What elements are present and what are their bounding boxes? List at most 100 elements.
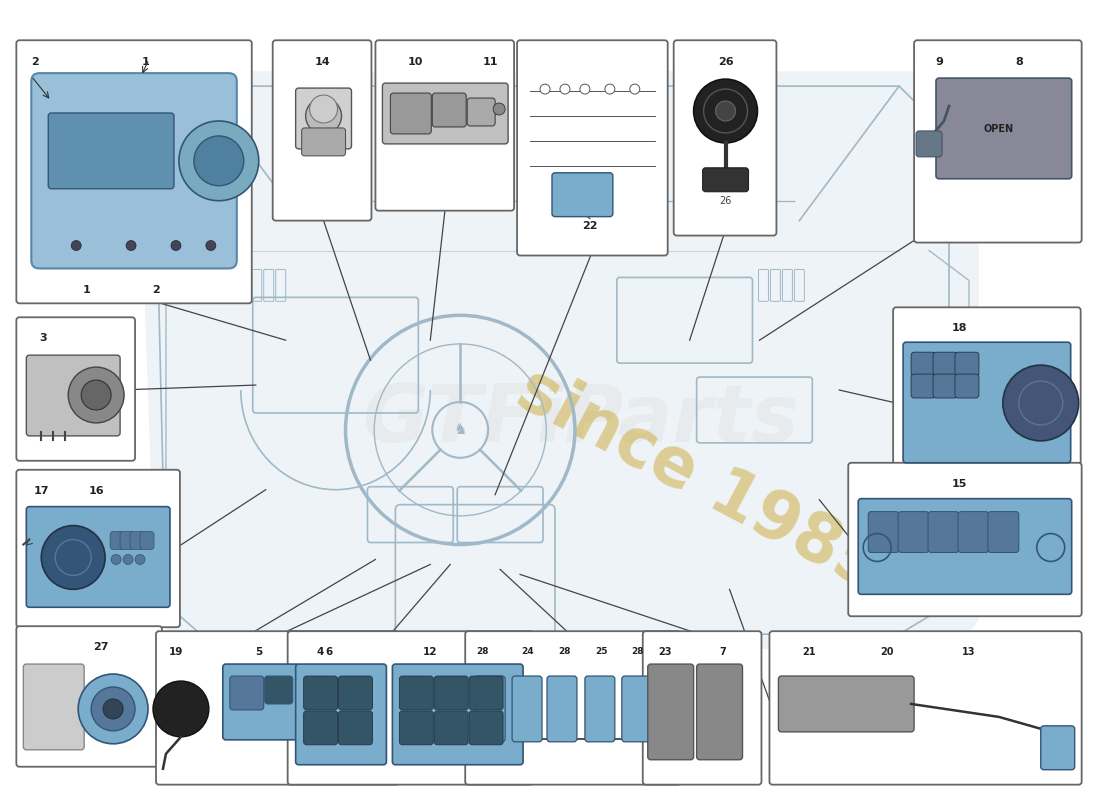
FancyBboxPatch shape	[933, 374, 957, 398]
Circle shape	[694, 79, 758, 143]
FancyBboxPatch shape	[848, 462, 1081, 616]
FancyBboxPatch shape	[16, 318, 135, 461]
FancyBboxPatch shape	[23, 664, 85, 750]
Text: 26: 26	[717, 57, 734, 67]
Text: 14: 14	[315, 57, 330, 67]
Circle shape	[306, 98, 341, 134]
Circle shape	[111, 554, 121, 565]
Text: 10: 10	[408, 57, 424, 67]
FancyBboxPatch shape	[26, 506, 170, 607]
FancyBboxPatch shape	[31, 73, 236, 269]
FancyBboxPatch shape	[399, 711, 433, 745]
Text: 28: 28	[559, 647, 571, 656]
FancyBboxPatch shape	[230, 676, 264, 710]
FancyBboxPatch shape	[911, 374, 935, 398]
FancyBboxPatch shape	[955, 374, 979, 398]
Text: 6: 6	[324, 647, 332, 657]
FancyBboxPatch shape	[893, 307, 1080, 488]
FancyBboxPatch shape	[1041, 726, 1075, 770]
Text: 25: 25	[595, 647, 608, 656]
FancyBboxPatch shape	[547, 676, 576, 742]
Circle shape	[194, 136, 244, 186]
FancyBboxPatch shape	[468, 98, 495, 126]
FancyBboxPatch shape	[304, 676, 338, 710]
FancyBboxPatch shape	[393, 664, 524, 765]
FancyBboxPatch shape	[475, 676, 505, 742]
Circle shape	[153, 681, 209, 737]
FancyBboxPatch shape	[703, 168, 748, 192]
Circle shape	[126, 241, 136, 250]
FancyBboxPatch shape	[898, 512, 929, 553]
Circle shape	[123, 554, 133, 565]
FancyBboxPatch shape	[273, 40, 372, 221]
Circle shape	[170, 241, 180, 250]
FancyBboxPatch shape	[16, 40, 252, 303]
Circle shape	[716, 101, 736, 121]
Polygon shape	[141, 71, 979, 649]
FancyBboxPatch shape	[936, 78, 1071, 178]
Circle shape	[206, 241, 216, 250]
FancyBboxPatch shape	[696, 664, 742, 760]
FancyBboxPatch shape	[26, 355, 120, 436]
FancyBboxPatch shape	[648, 664, 694, 760]
FancyBboxPatch shape	[928, 512, 959, 553]
Text: 20: 20	[880, 647, 894, 657]
Circle shape	[179, 121, 258, 201]
FancyBboxPatch shape	[769, 631, 1081, 785]
FancyBboxPatch shape	[434, 676, 469, 710]
Circle shape	[135, 554, 145, 565]
Text: 16: 16	[88, 486, 104, 496]
FancyBboxPatch shape	[140, 531, 154, 550]
Circle shape	[81, 380, 111, 410]
FancyBboxPatch shape	[339, 676, 373, 710]
FancyBboxPatch shape	[955, 352, 979, 376]
FancyBboxPatch shape	[585, 676, 615, 742]
Text: 2: 2	[31, 57, 40, 67]
FancyBboxPatch shape	[513, 676, 542, 742]
FancyBboxPatch shape	[933, 352, 957, 376]
Circle shape	[1003, 365, 1079, 441]
Text: GTFiParts: GTFiParts	[362, 381, 799, 459]
Circle shape	[605, 84, 615, 94]
Text: 2: 2	[152, 286, 160, 295]
Text: 7: 7	[719, 647, 726, 657]
FancyBboxPatch shape	[779, 676, 914, 732]
FancyBboxPatch shape	[903, 342, 1070, 462]
Circle shape	[493, 103, 505, 115]
Text: OPEN: OPEN	[983, 124, 1014, 134]
FancyBboxPatch shape	[296, 664, 386, 765]
FancyBboxPatch shape	[517, 40, 668, 255]
FancyBboxPatch shape	[858, 498, 1071, 594]
Text: 28: 28	[631, 647, 644, 656]
Text: 1: 1	[82, 286, 90, 295]
FancyBboxPatch shape	[301, 128, 345, 156]
FancyBboxPatch shape	[288, 631, 534, 785]
Circle shape	[42, 526, 106, 590]
Text: since 1985: since 1985	[506, 356, 893, 604]
Text: 11: 11	[483, 57, 498, 67]
FancyBboxPatch shape	[296, 88, 352, 149]
Text: 4: 4	[317, 647, 324, 657]
FancyBboxPatch shape	[390, 93, 431, 134]
Circle shape	[580, 84, 590, 94]
FancyBboxPatch shape	[642, 631, 761, 785]
Circle shape	[560, 84, 570, 94]
FancyBboxPatch shape	[48, 113, 174, 189]
Text: ♞: ♞	[453, 422, 468, 438]
Text: 8: 8	[1015, 57, 1023, 67]
FancyBboxPatch shape	[988, 512, 1019, 553]
FancyBboxPatch shape	[110, 531, 124, 550]
FancyBboxPatch shape	[552, 173, 613, 217]
Circle shape	[68, 367, 124, 423]
FancyBboxPatch shape	[470, 711, 503, 745]
Text: 13: 13	[962, 647, 976, 657]
Text: 22: 22	[582, 221, 597, 230]
FancyBboxPatch shape	[399, 676, 433, 710]
FancyBboxPatch shape	[304, 711, 338, 745]
FancyBboxPatch shape	[375, 40, 514, 210]
FancyBboxPatch shape	[911, 352, 935, 376]
Text: 27: 27	[94, 642, 109, 652]
FancyBboxPatch shape	[383, 83, 508, 144]
FancyBboxPatch shape	[914, 40, 1081, 242]
FancyBboxPatch shape	[16, 626, 162, 766]
